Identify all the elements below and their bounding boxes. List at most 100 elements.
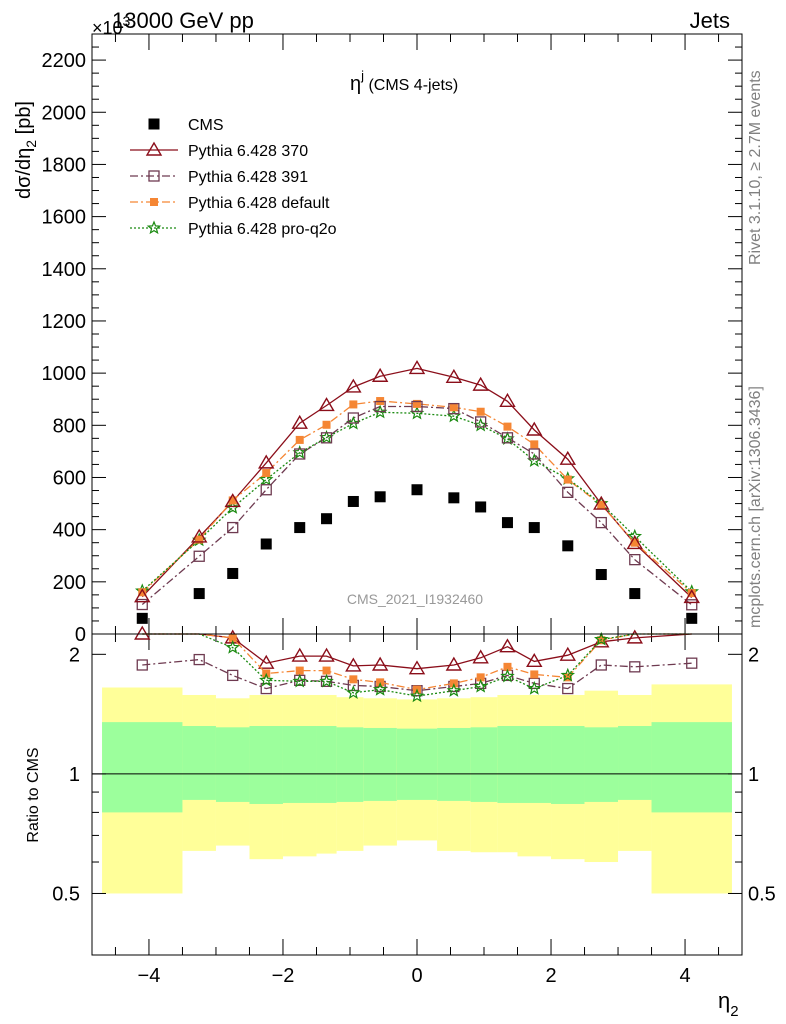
top-point-s1-9 xyxy=(445,368,463,384)
top-point-s2-6 xyxy=(347,412,359,424)
top-point-s1-10 xyxy=(472,376,489,391)
ratio-y-tick-label-left: 2 xyxy=(69,644,80,666)
ratio-band-inner xyxy=(396,728,438,800)
top-point-s4-11 xyxy=(500,431,515,446)
ratio-series-line-0 xyxy=(142,633,692,670)
top-point-s0-5 xyxy=(321,513,333,525)
legend-label-2: Pythia 6.428 391 xyxy=(188,169,308,186)
top-point-s1-6 xyxy=(345,378,362,393)
top-point-s2-16 xyxy=(686,599,698,611)
top-y-tick-label: 200 xyxy=(53,572,86,594)
top-point-s0-16 xyxy=(686,612,698,624)
ratio-point-s2-12 xyxy=(530,670,539,679)
top-point-s0-9 xyxy=(448,492,460,504)
ratio-point-s2-6 xyxy=(349,675,358,684)
top-point-s3-0 xyxy=(138,588,147,597)
top-point-s3-2 xyxy=(228,496,237,505)
ratio-point-s3-6 xyxy=(346,685,361,700)
ratio-point-s3-7 xyxy=(372,681,388,696)
ratio-point-s0-15 xyxy=(626,629,644,644)
ratio-band-inner xyxy=(437,727,471,801)
top-point-s0-4 xyxy=(294,522,306,534)
ratio-point-s3-12 xyxy=(526,680,542,695)
top-point-s1-13 xyxy=(559,450,576,465)
ratio-point-s0-7 xyxy=(371,656,389,671)
ratio-point-s0-3 xyxy=(258,654,275,669)
top-point-s2-3 xyxy=(260,484,272,496)
ratio-point-s0-4 xyxy=(291,647,308,662)
top-y-tick-label: 0 xyxy=(75,624,86,646)
ratio-series-line-3 xyxy=(142,633,692,697)
legend: CMS Pythia 6.428 370 Pythia 6.428 391 Pythi… xyxy=(130,117,337,238)
top-point-s1-12 xyxy=(526,421,543,436)
ratio-point-s1-2 xyxy=(227,669,239,682)
top-point-s0-1 xyxy=(193,588,205,600)
legend-label-0: CMS xyxy=(188,117,224,134)
top-point-s2-13 xyxy=(562,486,574,498)
ratio-point-s3-2 xyxy=(225,639,240,654)
ratio-point-s1-14 xyxy=(595,659,607,671)
ratio-point-s0-11 xyxy=(499,638,516,653)
ratio-point-s2-10 xyxy=(476,673,485,682)
axis-exponent-base: ×10 xyxy=(92,18,123,38)
top-point-s2-15 xyxy=(629,554,641,566)
top-point-s0-8 xyxy=(411,484,423,496)
ratio-band-inner xyxy=(316,725,337,803)
top-y-tick-label: 1000 xyxy=(42,363,87,385)
x-tick-label: 2 xyxy=(545,965,556,987)
top-point-s1-8 xyxy=(408,360,426,375)
axis-exponent-power: 3 xyxy=(123,13,131,29)
ratio-band-inner xyxy=(551,725,585,804)
top-point-s3-1 xyxy=(195,535,204,544)
top-point-s3-15 xyxy=(630,538,639,547)
top-point-s4-6 xyxy=(346,415,361,430)
ratio-band-inner xyxy=(182,725,216,800)
ratio-point-s3-10 xyxy=(473,678,488,693)
top-y-label-main: dσ/dη xyxy=(13,148,35,199)
top-y-tick-label: 1600 xyxy=(42,207,87,229)
top-point-s0-2 xyxy=(227,567,239,579)
top-point-s3-9 xyxy=(449,403,458,412)
plot-title-sup: j xyxy=(360,68,364,83)
ratio-point-s3-13 xyxy=(560,667,576,682)
top-point-s1-0 xyxy=(134,588,151,603)
side-label-top: Rivet 3.1.10, ≥ 2.7M events xyxy=(747,70,764,265)
top-point-s1-2 xyxy=(224,493,241,508)
ratio-point-s3-4 xyxy=(292,673,308,688)
ratio-point-s3-14 xyxy=(594,631,609,646)
side-label-bottom: mcplots.cern.ch [arXiv:1306.3436] xyxy=(747,386,764,628)
top-point-s4-7 xyxy=(372,404,388,419)
ratio-point-s0-8 xyxy=(408,660,426,675)
x-tick-label: 0 xyxy=(411,965,422,987)
x-tick-label: 4 xyxy=(679,965,690,987)
top-point-s2-5 xyxy=(320,432,333,444)
ratio-point-s1-16 xyxy=(686,657,698,669)
top-point-s3-11 xyxy=(503,422,512,431)
ratio-panel: 0.5 0.51 12 2−4 −2 0 2 4 xyxy=(52,625,776,987)
ratio-band-inner xyxy=(618,725,652,800)
legend-marker-0 xyxy=(148,118,160,130)
top-point-s3-4 xyxy=(295,435,304,444)
ratio-point-s1-0 xyxy=(136,659,148,671)
top-point-s2-7 xyxy=(374,400,386,413)
ratio-point-s0-12 xyxy=(526,652,543,668)
legend-marker-4 xyxy=(146,220,162,235)
ratio-band-inner xyxy=(363,727,397,801)
top-point-s4-12 xyxy=(526,453,542,467)
top-point-s3-5 xyxy=(322,420,331,429)
top-point-s1-7 xyxy=(371,367,389,382)
plot-title-rest: (CMS 4-jets) xyxy=(364,77,458,94)
ratio-point-s0-13 xyxy=(559,646,576,661)
top-point-s2-11 xyxy=(501,432,514,444)
x-label-main: η xyxy=(718,988,730,1013)
ratio-y-tick-label-left: 1 xyxy=(69,764,80,786)
top-panel: 0 200 400 600 800 1000 1200 1400 1600 1800 2000 220… xyxy=(42,33,743,650)
top-point-s0-14 xyxy=(595,569,607,581)
ratio-point-s0-0 xyxy=(134,625,151,640)
top-point-s0-12 xyxy=(528,522,540,534)
ratio-band-inner xyxy=(584,727,619,802)
axis-exponent: ×103 xyxy=(92,13,131,38)
top-series-line-1 xyxy=(141,367,693,598)
legend-marker-2 xyxy=(148,170,160,182)
